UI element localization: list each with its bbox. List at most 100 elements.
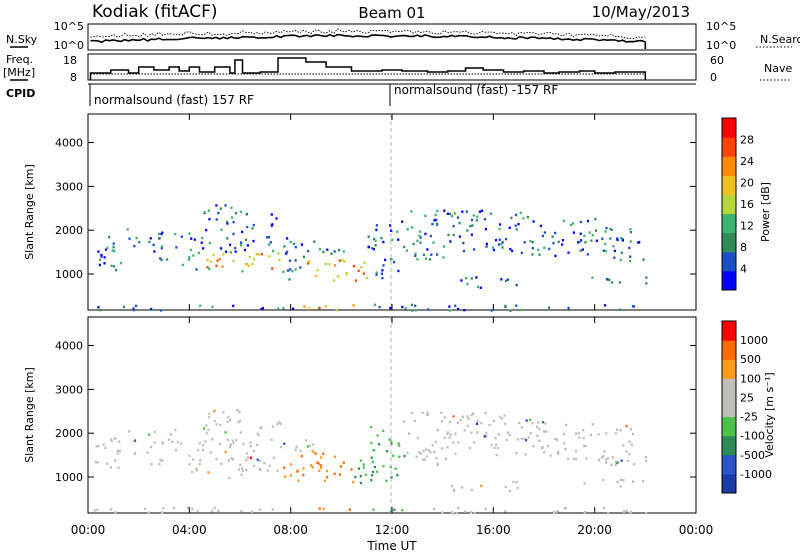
echo-cell xyxy=(578,240,582,243)
echo-cell xyxy=(554,231,557,235)
echo-cell xyxy=(207,416,211,419)
echo-cell xyxy=(158,236,161,240)
echo-cell xyxy=(97,306,100,309)
echo-cell xyxy=(328,263,331,266)
echo-cell xyxy=(632,480,635,483)
echo-cell xyxy=(517,223,520,226)
echo-cell xyxy=(285,252,288,255)
echo-cell xyxy=(414,304,417,307)
echo-cell xyxy=(172,506,176,510)
echo-cell xyxy=(620,236,623,240)
echo-cell xyxy=(529,418,532,421)
echo-cell xyxy=(520,426,523,429)
echo-cell xyxy=(152,243,155,247)
echo-cell xyxy=(453,212,456,215)
echo-cell xyxy=(602,455,605,458)
echo-cell xyxy=(563,442,566,445)
echo-cell xyxy=(583,511,586,514)
echo-cell xyxy=(551,235,554,238)
echo-cell xyxy=(245,468,248,472)
echo-cell xyxy=(208,412,211,416)
echo-cell xyxy=(282,270,285,273)
echo-cell xyxy=(271,267,274,270)
echo-cell xyxy=(504,485,507,489)
echo-cell xyxy=(326,248,329,251)
echo-cell xyxy=(495,453,498,457)
echo-cell xyxy=(239,244,243,247)
echo-cell xyxy=(267,243,270,246)
echo-cell xyxy=(451,485,454,488)
echo-cell xyxy=(629,259,632,263)
echo-cell xyxy=(224,204,227,207)
echo-cell xyxy=(362,466,365,469)
echo-cell xyxy=(480,484,483,487)
echo-cell xyxy=(278,259,281,262)
echo-cell xyxy=(371,247,374,250)
echo-cell xyxy=(150,308,153,311)
echo-cell xyxy=(96,461,99,464)
echo-cell xyxy=(138,241,141,244)
colorbar-tick-label: 500 xyxy=(740,353,761,366)
echo-cell xyxy=(426,411,429,414)
echo-cell xyxy=(579,239,583,242)
echo-cell xyxy=(542,430,546,433)
echo-cell xyxy=(644,456,648,459)
echo-cell xyxy=(228,476,231,480)
echo-cell xyxy=(291,270,294,273)
echo-cell xyxy=(167,438,170,441)
echo-cell xyxy=(359,475,362,478)
echo-cell xyxy=(604,304,607,307)
echo-cell xyxy=(242,443,245,446)
power-y-axis: 1000 2000 3000 4000 xyxy=(55,137,696,281)
echo-cell xyxy=(510,216,513,220)
echo-cell xyxy=(306,445,309,448)
echo-cell xyxy=(338,248,341,252)
echo-cell xyxy=(604,230,607,233)
echo-cell xyxy=(230,457,233,460)
echo-cell xyxy=(538,439,541,443)
echo-cell xyxy=(454,452,457,455)
echo-cell xyxy=(93,509,96,512)
echo-cell xyxy=(243,248,247,252)
echo-cell xyxy=(249,456,252,459)
echo-cell xyxy=(279,422,282,425)
echo-cell xyxy=(302,255,305,258)
echo-cell xyxy=(470,488,473,492)
echo-cell xyxy=(207,471,210,474)
echo-cell xyxy=(501,241,504,244)
echo-cell xyxy=(208,218,211,221)
y-tick-label: 3000 xyxy=(55,383,83,396)
colorbar-tick-label: 1000 xyxy=(740,334,768,347)
echo-cell xyxy=(504,510,507,513)
freq-label-2: [MHz] xyxy=(3,66,35,79)
echo-cell xyxy=(464,510,467,513)
echo-cell xyxy=(470,277,473,280)
echo-cell xyxy=(546,445,549,448)
echo-cell xyxy=(574,432,578,435)
echo-cell xyxy=(523,437,526,441)
echo-cell xyxy=(449,212,452,216)
echo-cell xyxy=(543,231,546,234)
echo-cell xyxy=(113,437,116,440)
echo-cell xyxy=(436,253,439,256)
echo-cell xyxy=(370,441,373,445)
echo-cell xyxy=(294,259,297,262)
echo-cell xyxy=(629,231,632,234)
echo-cell xyxy=(423,458,426,461)
echo-cell xyxy=(461,415,464,418)
echo-cell xyxy=(118,440,121,443)
echo-cell xyxy=(208,267,211,270)
echo-cell xyxy=(116,452,119,455)
station-title: Kodiak (fitACF) xyxy=(92,2,218,22)
echo-cell xyxy=(241,270,244,273)
echo-cell xyxy=(132,440,135,443)
echo-cell xyxy=(371,470,374,474)
velocity-colorbar: 1000 500 100 25 -25 -100 -500 -1000 xyxy=(721,320,772,494)
echo-cell xyxy=(271,425,274,428)
echo-cell xyxy=(490,443,493,447)
echo-cell xyxy=(205,424,208,427)
echo-cell xyxy=(231,439,234,442)
echo-cell xyxy=(270,213,273,216)
echo-cell xyxy=(258,459,261,462)
echo-cell xyxy=(192,458,195,461)
